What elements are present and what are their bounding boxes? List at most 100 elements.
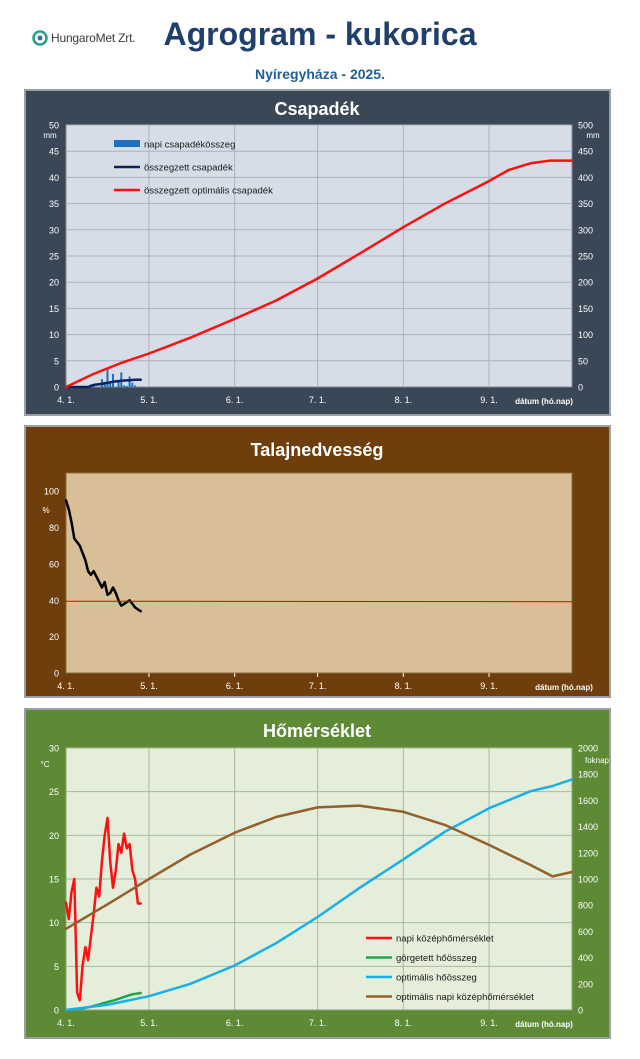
y2-tick-label: 1400 bbox=[578, 822, 598, 832]
y-tick-label: 10 bbox=[49, 330, 59, 340]
x-tick-label: 7. 1. bbox=[309, 681, 327, 691]
y-tick-label: 0 bbox=[54, 669, 59, 679]
y2-axis-label: foknap bbox=[585, 756, 609, 765]
legend-label: optimális napi középhőmérséklet bbox=[396, 992, 534, 1003]
y2-tick-label: 400 bbox=[578, 953, 593, 963]
series-line-optimalis-napi-kozephomerseklet bbox=[64, 804, 574, 931]
y2-tick-label: 100 bbox=[578, 330, 593, 340]
y2-tick-label: 200 bbox=[578, 979, 593, 989]
soil-moisture-chart: Talajnedvesség 0 20 40 60 80 100 4. 1. 5. 1. 6. 1… bbox=[42, 440, 593, 692]
y-tick-label: 5 bbox=[54, 356, 59, 366]
series-line-osszegzett-optimalis-csapadek bbox=[64, 159, 574, 389]
chart-title: Csapadék bbox=[274, 99, 360, 119]
y-tick-label: 5 bbox=[54, 962, 59, 972]
precipitation-panel: Csapadék 0 5 10 15 20 25 30 35 40 45 50 0 50 100 150 200… bbox=[24, 89, 611, 416]
x-axis-label: dátum (hó.nap) bbox=[535, 683, 593, 692]
x-tick-label: 6. 1. bbox=[226, 1018, 244, 1028]
x-tick-label: 8. 1. bbox=[395, 681, 413, 691]
y2-tick-label: 600 bbox=[578, 927, 593, 937]
series-line-hatarertek bbox=[65, 600, 573, 603]
y2-tick-label: 1000 bbox=[578, 875, 598, 885]
y-axis-label: % bbox=[42, 506, 49, 515]
y-tick-label: 80 bbox=[49, 523, 59, 533]
y2-tick-label: 1600 bbox=[578, 796, 598, 806]
y-tick-label: 35 bbox=[49, 199, 59, 209]
y2-tick-label: 200 bbox=[578, 278, 593, 288]
x-axis-label: dátum (hó.nap) bbox=[515, 1020, 573, 1029]
legend-label: görgetett hőösszeg bbox=[396, 953, 477, 964]
y-tick-label: 45 bbox=[49, 147, 59, 157]
y-tick-label: 20 bbox=[49, 632, 59, 642]
legend-label: napi középhőmérséklet bbox=[396, 934, 494, 945]
temperature-chart: Hőmérséklet 0 5 10 15 20 25 30 0 200 400 600 800 1000… bbox=[41, 721, 609, 1029]
y-tick-label: 30 bbox=[49, 225, 59, 235]
y2-tick-label: 300 bbox=[578, 225, 593, 235]
x-tick-label: 7. 1. bbox=[309, 1018, 327, 1028]
x-tick-label: 9. 1. bbox=[480, 681, 498, 691]
logo-text: HungaroMet Zrt. bbox=[51, 31, 136, 45]
plot-area bbox=[65, 472, 573, 674]
page-title: Agrogram - kukorica bbox=[163, 16, 477, 52]
temperature-panel: Hőmérséklet 0 5 10 15 20 25 30 0 200 400 600 800 1000… bbox=[24, 708, 611, 1039]
y-tick-label: 25 bbox=[49, 787, 59, 797]
y-tick-label: 50 bbox=[49, 121, 59, 131]
logo: HungaroMet Zrt. bbox=[32, 30, 136, 46]
x-tick-label: 5. 1. bbox=[140, 681, 158, 691]
y-tick-label: 40 bbox=[49, 596, 59, 606]
series-line-optimalis-hoosszeg bbox=[64, 778, 574, 1012]
y-tick-label: 15 bbox=[49, 304, 59, 314]
y-tick-label: 20 bbox=[49, 831, 59, 841]
x-tick-label: 7. 1. bbox=[309, 395, 327, 405]
y-tick-label: 60 bbox=[49, 559, 59, 569]
y-tick-label: 25 bbox=[49, 252, 59, 262]
page-subtitle: Nyíregyháza - 2025. bbox=[255, 66, 385, 82]
x-tick-label: 5. 1. bbox=[140, 395, 158, 405]
chart-title: Hőmérséklet bbox=[263, 721, 371, 741]
soil-moisture-panel: Talajnedvesség 0 20 40 60 80 100 4. 1. 5. 1. 6. 1… bbox=[24, 425, 611, 698]
y2-tick-label: 500 bbox=[578, 121, 593, 131]
legend-label: optimális hőösszeg bbox=[396, 973, 477, 984]
y2-tick-label: 800 bbox=[578, 901, 593, 911]
x-tick-label: 6. 1. bbox=[226, 395, 244, 405]
y2-tick-label: 400 bbox=[578, 173, 593, 183]
y2-tick-label: 50 bbox=[578, 356, 588, 366]
x-tick-label: 4. 1. bbox=[57, 681, 75, 691]
y-tick-label: 15 bbox=[49, 875, 59, 885]
hungaromet-logo-icon bbox=[32, 30, 48, 46]
x-tick-label: 8. 1. bbox=[395, 395, 413, 405]
legend-label: napi csapadékösszeg bbox=[144, 140, 235, 151]
x-tick-label: 5. 1. bbox=[140, 1018, 158, 1028]
series-line-osszegzett-csapadek bbox=[64, 378, 142, 389]
y-tick-label: 30 bbox=[49, 744, 59, 754]
y2-tick-label: 250 bbox=[578, 252, 593, 262]
legend-label: összegzett optimális csapadék bbox=[144, 186, 273, 197]
y-tick-label: 0 bbox=[54, 1006, 59, 1016]
y-tick-label: 100 bbox=[44, 487, 59, 497]
y-tick-label: 40 bbox=[49, 173, 59, 183]
y2-tick-label: 150 bbox=[578, 304, 593, 314]
y-axis-label: mm bbox=[43, 131, 57, 140]
y2-tick-label: 0 bbox=[578, 1006, 583, 1016]
y2-tick-label: 2000 bbox=[578, 744, 598, 754]
x-tick-label: 6. 1. bbox=[226, 681, 244, 691]
chart-title: Talajnedvesség bbox=[251, 440, 384, 460]
y2-tick-label: 0 bbox=[578, 383, 583, 393]
y2-axis-label: mm bbox=[586, 131, 600, 140]
y-tick-label: 20 bbox=[49, 278, 59, 288]
legend-swatch-napi-csapadekosszeg bbox=[114, 140, 140, 147]
y2-tick-label: 1800 bbox=[578, 770, 598, 780]
y2-tick-label: 450 bbox=[578, 147, 593, 157]
precipitation-chart: Csapadék05101520253035404550050100150200… bbox=[43, 99, 600, 406]
y2-tick-label: 1200 bbox=[578, 848, 598, 858]
x-tick-label: 9. 1. bbox=[480, 395, 498, 405]
y-tick-label: 0 bbox=[54, 383, 59, 393]
x-tick-label: 8. 1. bbox=[395, 1018, 413, 1028]
y-axis-label: °C bbox=[41, 760, 50, 769]
legend-label: összegzett csapadék bbox=[144, 163, 233, 174]
x-tick-label: 4. 1. bbox=[57, 395, 75, 405]
y-tick-label: 10 bbox=[49, 918, 59, 928]
series-line-napi-kozephomerseklet bbox=[64, 816, 142, 1002]
y2-tick-label: 350 bbox=[578, 199, 593, 209]
x-tick-label: 4. 1. bbox=[57, 1018, 75, 1028]
x-axis-label: dátum (hó.nap) bbox=[515, 397, 573, 406]
